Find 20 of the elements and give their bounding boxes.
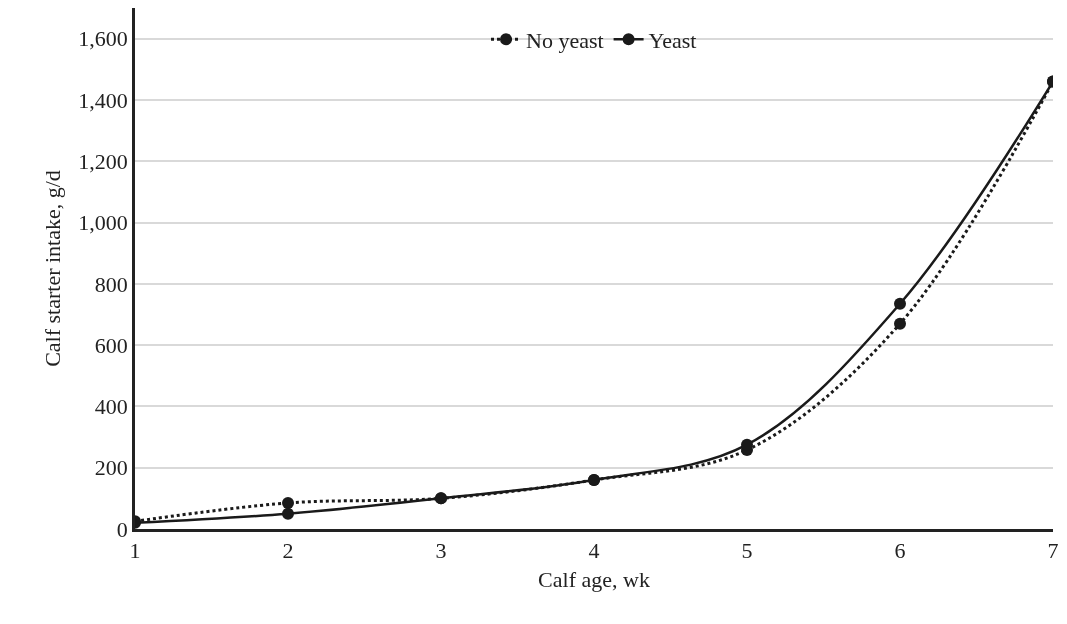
y-tick-label: 0 — [116, 516, 128, 542]
y-tick-label: 1,600 — [78, 26, 128, 52]
y-tick-label: 600 — [94, 332, 128, 358]
x-axis-title: Calf age, wk — [538, 567, 650, 593]
x-tick-label: 6 — [894, 538, 906, 564]
legend-label: No yeast — [526, 27, 604, 53]
x-tick-label: 7 — [1047, 538, 1059, 564]
y-axis-title: Calf starter intake, g/d — [40, 170, 66, 367]
legend-label: Yeast — [648, 27, 697, 53]
y-tick-label: 400 — [94, 394, 128, 420]
x-tick-label: 3 — [435, 538, 447, 564]
y-tick-label: 1,000 — [78, 210, 128, 236]
y-tick-label: 200 — [94, 455, 128, 481]
y-tick-label: 1,400 — [78, 87, 128, 113]
x-tick-label: 2 — [282, 538, 294, 564]
y-tick-label: 1,200 — [78, 148, 128, 174]
x-tick-label: 5 — [741, 538, 753, 564]
y-tick-label: 800 — [94, 271, 128, 297]
x-tick-label: 4 — [588, 538, 600, 564]
x-tick-label: 1 — [129, 538, 141, 564]
